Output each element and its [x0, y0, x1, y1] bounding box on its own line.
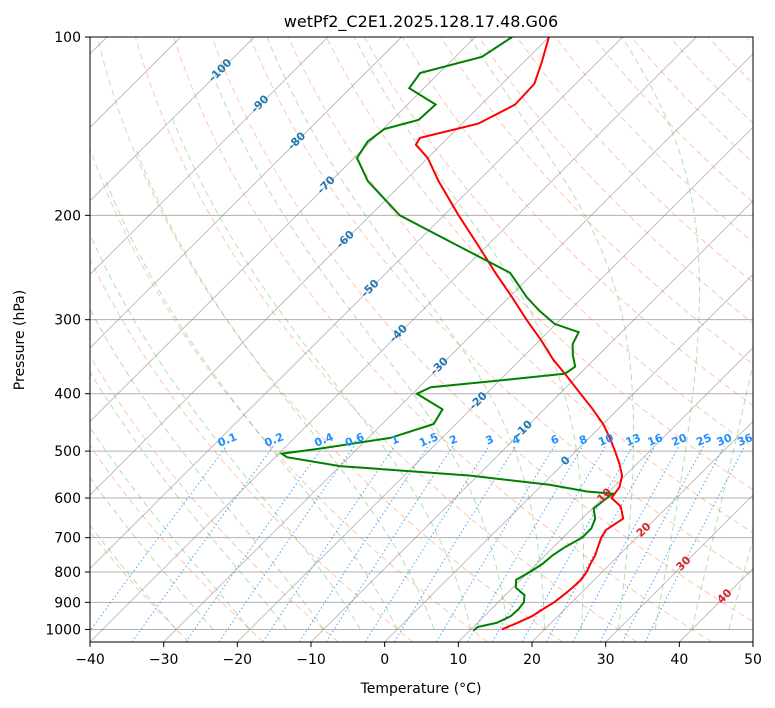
moist-adiabat	[353, 37, 585, 630]
y-tick-label: 400	[54, 387, 81, 403]
dry-adiabat	[173, 37, 712, 642]
mixing-ratio-line	[131, 445, 274, 642]
dry-adiabat	[90, 445, 264, 642]
mixing-ratio-label: 8	[577, 433, 589, 448]
moist-adiabat	[90, 426, 251, 630]
moist-adiabat	[621, 37, 700, 630]
isotherm-line	[384, 273, 753, 642]
mixing-ratio-line	[467, 445, 584, 642]
y-tick-label: 200	[54, 208, 81, 224]
x-axis-label: Temperature (°C)	[360, 681, 482, 697]
x-tick-label: −40	[75, 652, 105, 668]
moist-adiabat	[469, 37, 635, 630]
x-tick-label: 20	[523, 652, 541, 668]
dewpoint-line	[278, 37, 616, 632]
x-tick-label: −30	[149, 652, 179, 668]
sounding-series	[278, 37, 625, 632]
mixing-ratio-label: 10	[596, 431, 615, 449]
isotherms	[90, 37, 753, 642]
mixing-ratio-label: 1	[389, 433, 401, 448]
y-axis: 100 200 300 400 500 600 700 800 900 1000	[45, 30, 90, 638]
moist-adiabat	[90, 232, 361, 630]
x-tick-label: −10	[296, 652, 326, 668]
y-tick-label: 700	[54, 531, 81, 547]
chart-title: wetPf2_C2E1.2025.128.17.48.G06	[284, 12, 558, 32]
moist-adiabat	[691, 361, 753, 630]
mixing-ratio-line	[364, 445, 490, 642]
x-tick-label: 10	[449, 652, 467, 668]
dry-adiabat	[516, 37, 753, 284]
y-tick-label: 1000	[45, 622, 81, 638]
mixing-ratio-label: 36	[736, 431, 755, 449]
moist-adiabat	[90, 524, 177, 630]
y-tick-label: 900	[54, 595, 81, 611]
moist-adiabat	[211, 72, 509, 630]
moist-adiabat	[266, 37, 546, 630]
mixing-ratio-label: 13	[624, 431, 643, 449]
dry-adiabat	[90, 355, 339, 642]
mixing-ratio-label: 2	[448, 433, 460, 448]
mixing-ratio-label: 16	[646, 431, 665, 449]
dry-adiabat	[90, 258, 414, 642]
moist-adiabat	[105, 180, 398, 630]
isotherm-line	[90, 37, 697, 642]
mixing-ratio-line	[435, 445, 555, 642]
x-tick-label: 0	[380, 652, 389, 668]
isotherm-line	[90, 37, 255, 202]
isotherm-line	[163, 53, 753, 642]
mixing-ratio-line	[325, 445, 454, 642]
moist-adiabat	[90, 308, 324, 630]
dry-adiabat	[249, 37, 753, 578]
plot-area: 0.1 0.2 0.4 0.6 1 1.5 2 3 4 6 8 10 13 16 20 25 30 36-100-…	[90, 37, 755, 642]
isotherm-line	[605, 494, 753, 642]
isotherm-line	[458, 347, 753, 642]
moist-adiabat	[135, 149, 435, 630]
mixing-ratio-line	[262, 445, 396, 642]
x-tick-label: 50	[744, 652, 762, 668]
isotherm-line	[90, 37, 550, 496]
mixing-ratio-lines	[90, 445, 746, 642]
moist-adiabat	[90, 370, 288, 630]
mixing-ratio-line	[298, 445, 429, 642]
isotherm-line	[90, 37, 329, 276]
dry-adiabat	[325, 37, 753, 491]
isotherm-line	[531, 420, 753, 642]
y-axis-label: Pressure (hPa)	[12, 290, 28, 390]
moist-adiabat	[728, 537, 753, 630]
moist-adiabats	[90, 37, 753, 630]
mixing-ratio-line	[521, 445, 634, 642]
x-axis: −40 −30 −20 −10 0 10 20 30 40 50	[75, 642, 762, 668]
moist-adiabat	[90, 476, 214, 630]
mixing-ratio-line	[545, 445, 656, 642]
pressure-gridlines	[90, 37, 753, 630]
isotherm-line	[90, 37, 623, 570]
x-tick-label: −20	[223, 652, 253, 668]
x-tick-label: 40	[670, 652, 688, 668]
moist-adiabat	[170, 114, 472, 630]
y-tick-label: 800	[54, 565, 81, 581]
isotherm-line	[90, 37, 402, 349]
y-tick-label: 300	[54, 313, 81, 329]
dry-adiabat	[96, 37, 563, 642]
y-tick-label: 600	[54, 491, 81, 507]
mixing-ratio-line	[621, 445, 725, 642]
mixing-ratio-label: 30	[715, 431, 734, 449]
mixing-ratio-line	[218, 445, 355, 642]
mixing-ratio-label: 25	[694, 431, 713, 449]
mixing-ratio-label: 3	[484, 433, 496, 448]
dry-adiabat	[287, 37, 753, 534]
y-tick-label: 100	[54, 30, 81, 46]
mixing-ratio-label: 20	[670, 431, 689, 449]
isotherm-line	[90, 37, 476, 423]
mixing-ratio-line	[185, 445, 324, 642]
dry-adiabat	[134, 37, 638, 642]
temperature-line	[414, 37, 625, 631]
mixing-ratio-line	[644, 445, 746, 642]
y-tick-label: 500	[54, 444, 81, 460]
isotherm-line	[310, 200, 753, 642]
plot-frame	[89, 36, 754, 643]
x-tick-label: 30	[597, 652, 615, 668]
